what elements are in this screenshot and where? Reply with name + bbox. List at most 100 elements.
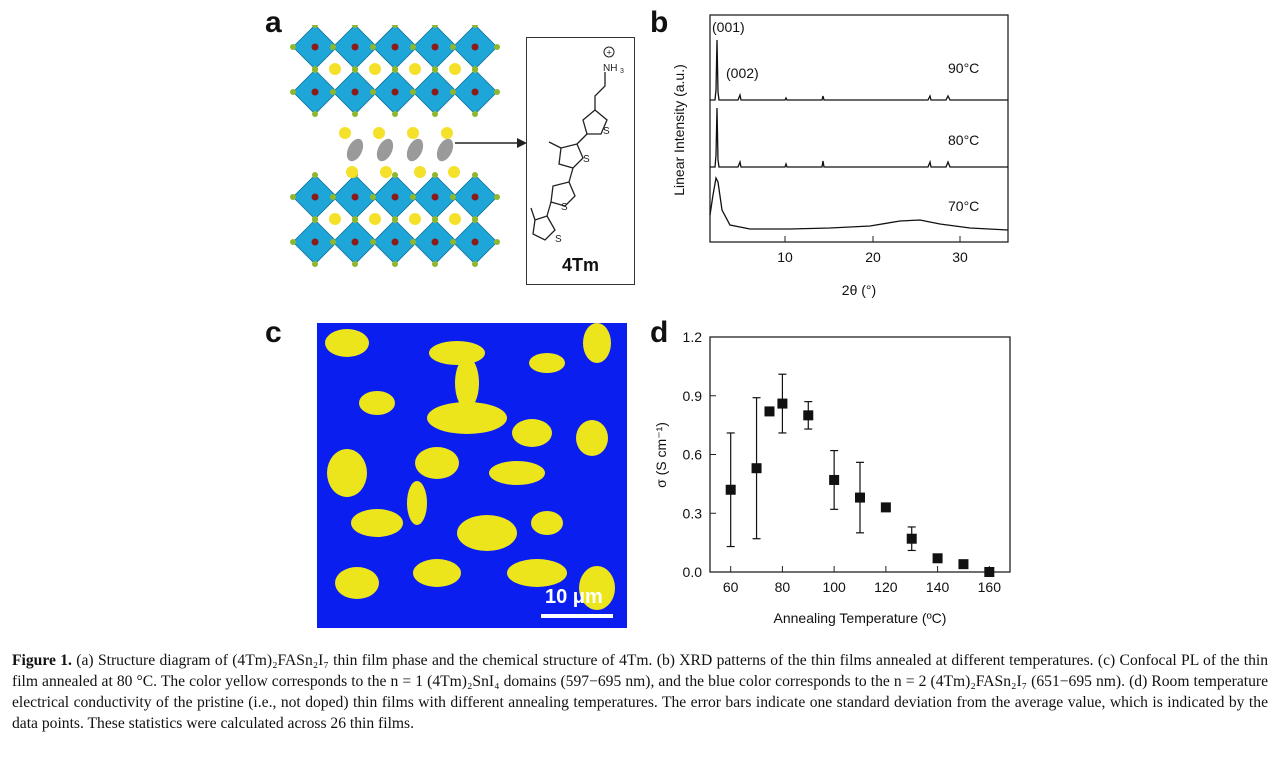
y-tick-label: 0.0 [683, 564, 703, 580]
molecule-structure: + NH 3 S S S S [530, 46, 624, 245]
iodide-atom [370, 89, 376, 95]
sn-atom [431, 88, 439, 96]
fa-cation [449, 213, 461, 225]
x-tick-label: 160 [978, 579, 1002, 595]
pl-yellow-domain [359, 391, 395, 415]
data-point [880, 502, 891, 513]
iodide-atom [370, 194, 376, 200]
fa-cation [329, 213, 341, 225]
temp-label-90c: 90°C [948, 60, 979, 76]
figure-caption: Figure 1. (a) Structure diagram of (4Tm)… [12, 650, 1268, 734]
sn-atom [391, 43, 399, 51]
x-tick-label: 60 [723, 579, 739, 595]
iodide-atom [392, 172, 398, 178]
iodide-atom [352, 25, 358, 28]
iodide-atom [312, 261, 318, 267]
pl-yellow-domain [531, 511, 563, 535]
temp-label-70c: 70°C [948, 198, 979, 214]
xrd-xlabel: 2θ (°) [842, 282, 876, 298]
iodide-atom [392, 111, 398, 117]
panel-label-d: d [650, 316, 669, 349]
svg-text:+: + [607, 48, 612, 58]
xrd-trace-70c [709, 175, 1009, 231]
xrd-plot: (001) (002) 90°C 80°C 70°C 10 20 30 2θ (… [671, 14, 1009, 298]
organic-spacer [406, 138, 424, 162]
confocal-pl-map [317, 323, 627, 628]
fa-cation [369, 63, 381, 75]
xrd-trace-80c [710, 107, 1008, 168]
iodide-atom [410, 44, 416, 50]
iodide-atom [494, 239, 500, 245]
pl-yellow-domain [407, 481, 427, 525]
organic-spacer [376, 138, 394, 162]
iodide-atom [494, 89, 500, 95]
iodide-atom [392, 217, 398, 223]
iodide-atom [352, 217, 358, 223]
iodide-atom [352, 261, 358, 267]
pl-yellow-domain [415, 447, 459, 479]
data-point [984, 567, 995, 577]
iodide-atom [432, 25, 438, 28]
iodide-atom [352, 67, 358, 73]
iodide-atom [312, 25, 318, 28]
iodide-atom [472, 67, 478, 73]
y-tick-label: 0.6 [683, 447, 703, 463]
iodide-atom [312, 67, 318, 73]
ammonium-headgroup [373, 127, 385, 139]
iodide-atom [370, 239, 376, 245]
data-point [751, 463, 762, 474]
iodide-atom [312, 111, 318, 117]
peak-label-002: (002) [726, 65, 759, 81]
sulfur-label-2: S [583, 154, 590, 165]
iodide-atom [410, 89, 416, 95]
data-point [803, 410, 814, 421]
pl-yellow-domain [335, 567, 379, 599]
sn-atom [431, 193, 439, 201]
organic-spacer [436, 138, 454, 162]
sn-atom [351, 238, 359, 246]
pl-yellow-domain [427, 402, 507, 434]
sn-atom [311, 43, 319, 51]
iodide-atom [432, 261, 438, 267]
ammonium-headgroup [380, 166, 392, 178]
pl-yellow-domain [351, 509, 403, 537]
iodide-atom [392, 67, 398, 73]
iodide-atom [290, 44, 296, 50]
chart-frame [709, 336, 1011, 573]
iodide-atom [410, 239, 416, 245]
iodide-atom [472, 261, 478, 267]
fa-cation [409, 213, 421, 225]
sn-atom [431, 43, 439, 51]
iodide-atom [370, 44, 376, 50]
iodide-atom [494, 44, 500, 50]
xrd-ylabel: Linear Intensity (a.u.) [671, 64, 687, 196]
sulfur-label-1: S [603, 126, 610, 137]
panel-a-structure [290, 25, 500, 267]
iodide-atom [472, 111, 478, 117]
sn-atom [311, 193, 319, 201]
sn-atom [351, 43, 359, 51]
iodide-atom [330, 239, 336, 245]
pl-yellow-domain [327, 449, 367, 497]
pl-yellow-domain [507, 559, 567, 587]
sn-atom [391, 238, 399, 246]
iodide-atom [290, 194, 296, 200]
ammonium-headgroup [407, 127, 419, 139]
scalebar-label: 10 μm [545, 586, 603, 608]
data-point [855, 492, 865, 503]
sn-atom [311, 88, 319, 96]
caption-label: Figure 1. [12, 652, 72, 669]
sn-atom [471, 43, 479, 51]
panel-label-a: a [265, 6, 282, 39]
pl-yellow-domain [529, 353, 565, 373]
iodide-atom [352, 111, 358, 117]
xrd-trace-90c [710, 39, 1008, 101]
fa-cation [369, 213, 381, 225]
sn-atom [471, 88, 479, 96]
pl-yellow-domain [325, 329, 369, 357]
sn-atom [471, 238, 479, 246]
data-point [906, 533, 917, 544]
data-point [764, 406, 775, 417]
sn-atom [351, 88, 359, 96]
iodide-atom [432, 172, 438, 178]
